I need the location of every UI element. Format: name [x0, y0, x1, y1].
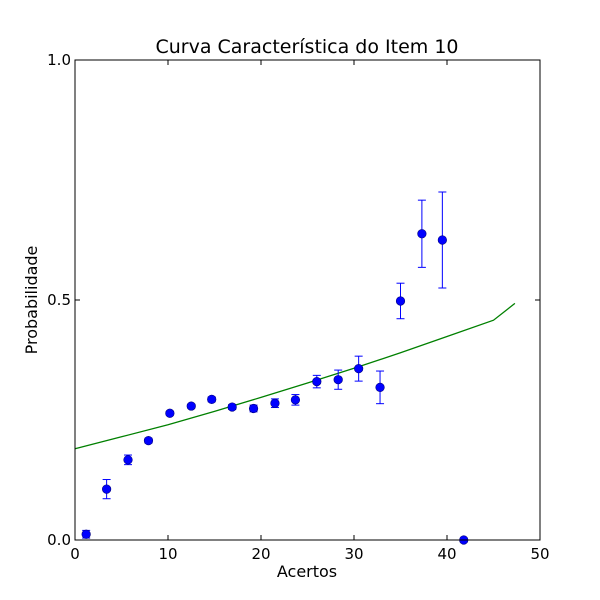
data-point [290, 395, 301, 405]
data-point [227, 402, 237, 412]
x-tick-label: 0 [70, 545, 80, 563]
data-point [81, 529, 91, 539]
data-point [417, 229, 427, 239]
data-point [437, 235, 447, 245]
data-point [375, 382, 385, 392]
data-point [165, 408, 175, 418]
data-point [123, 455, 133, 465]
x-tick-label: 50 [530, 545, 549, 563]
data-point [207, 394, 217, 404]
x-tick-label: 40 [437, 545, 456, 563]
y-tick-label: 0.0 [47, 531, 71, 549]
y-tick-label: 0.5 [47, 291, 71, 309]
data-point [186, 401, 196, 411]
fitted-curve-line [74, 302, 516, 450]
data-point [395, 296, 406, 306]
x-tick-label: 20 [251, 545, 270, 563]
x-tick-label: 10 [158, 545, 177, 563]
y-axis-label: Probabilidade [22, 246, 41, 355]
x-tick-label: 30 [344, 545, 363, 563]
data-points-layer [81, 191, 469, 545]
data-point [333, 375, 343, 385]
y-tick-label: 1.0 [47, 51, 71, 69]
data-point [248, 403, 259, 414]
chart-title: Curva Característica do Item 10 [155, 36, 458, 58]
data-point [354, 364, 364, 374]
axis-ticks: 0 10 20 30 40 50 0.0 0.5 1.0 [47, 51, 549, 563]
data-point [102, 484, 112, 494]
data-point [143, 436, 154, 446]
data-point [312, 377, 322, 387]
fitted-curve-layer [74, 302, 516, 450]
x-axis-label: Acertos [277, 562, 337, 581]
data-point [270, 398, 280, 408]
